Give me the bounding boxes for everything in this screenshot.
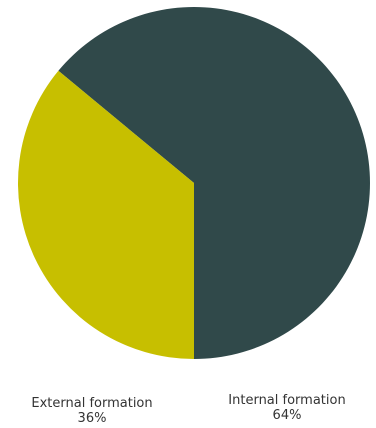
- pie-slice-external-formation: [17, 70, 194, 359]
- slice-value-internal-formation: 64%: [273, 408, 302, 423]
- slice-label-group-internal: Internal formation 64%: [228, 393, 345, 423]
- slice-label-group-external: External formation 36%: [31, 396, 152, 426]
- pie-slices: [17, 6, 370, 359]
- pie-slice-internal-formation: [58, 6, 370, 359]
- slice-label-internal-formation: Internal formation: [228, 393, 345, 408]
- slice-value-external-formation: 36%: [78, 411, 107, 426]
- slice-label-external-formation: External formation: [31, 396, 152, 411]
